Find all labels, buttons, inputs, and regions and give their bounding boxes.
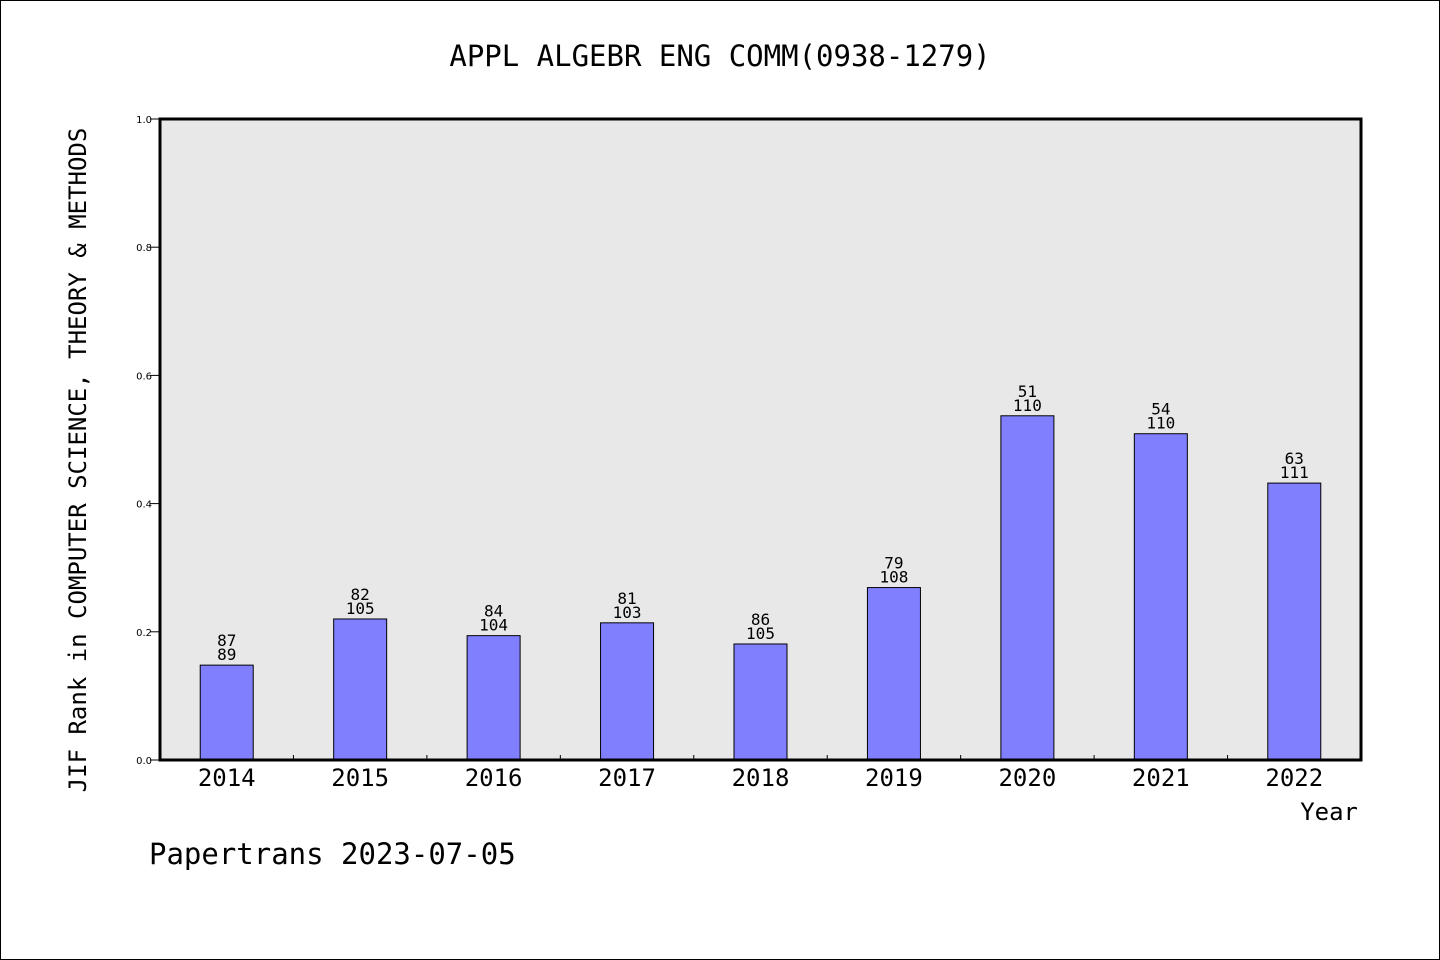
x-tick-label: 2016 — [465, 764, 523, 792]
bar-2014 — [199, 664, 254, 761]
bar-2018 — [733, 643, 788, 761]
y-tick-label: 1.0 — [136, 115, 152, 126]
chart-title: APPL ALGEBR ENG COMM(0938-1279) — [449, 39, 990, 73]
bar-2016 — [466, 635, 521, 761]
x-axis-label: Year — [1300, 798, 1358, 826]
bar-2020 — [1000, 415, 1055, 761]
bar-2019 — [866, 587, 921, 761]
bar-label-total: 105 — [346, 599, 375, 618]
bar-label-total: 105 — [746, 624, 775, 643]
x-tick-label: 2020 — [998, 764, 1056, 792]
y-tick-label: 0.6 — [136, 371, 152, 382]
bar-label-total: 108 — [879, 568, 908, 587]
x-tick-label: 2021 — [1132, 764, 1190, 792]
bar-label-rank: 81 — [617, 589, 636, 608]
bar-label-rank: 79 — [884, 554, 903, 573]
y-tick-label: 0.0 — [136, 756, 152, 767]
x-tick-label: 2019 — [865, 764, 923, 792]
bar-label-rank: 63 — [1285, 449, 1304, 468]
y-axis-label: JIF Rank in COMPUTER SCIENCE, THEORY & M… — [64, 128, 92, 793]
bar-2015 — [333, 618, 388, 761]
bar-label-total: 104 — [479, 616, 508, 635]
bar-2017 — [600, 622, 655, 761]
x-tick-label: 2017 — [598, 764, 656, 792]
bar-2022 — [1267, 482, 1322, 761]
y-tick-label: 0.4 — [136, 500, 152, 511]
bar-label-rank: 87 — [217, 631, 236, 650]
x-tick-label: 2018 — [732, 764, 790, 792]
y-axis-ticks: 0.0 0.2 0.4 0.6 0.8 1.0 — [136, 115, 160, 767]
footer-text: Papertrans 2023-07-05 — [149, 837, 516, 871]
y-tick-label: 0.8 — [136, 243, 152, 254]
bar-label-total: 89 — [217, 645, 236, 664]
y-tick-label: 0.2 — [136, 628, 152, 639]
plot-border — [158, 117, 1363, 762]
bar-label-rank: 82 — [351, 585, 370, 604]
bar-label-rank: 51 — [1018, 382, 1037, 401]
bar-label-total: 103 — [613, 603, 642, 622]
x-tick-label: 2022 — [1265, 764, 1323, 792]
bar-label-rank: 54 — [1151, 400, 1170, 419]
x-tick-label: 2015 — [331, 764, 389, 792]
bar-label-rank: 84 — [484, 602, 503, 621]
x-axis-ticks: 2014 2015 2016 2017 2018 2019 2020 2021 2022 — [198, 755, 1323, 792]
bar-2021 — [1133, 433, 1188, 761]
x-tick-label: 2014 — [198, 764, 256, 792]
bar-label-total: 110 — [1146, 414, 1175, 433]
bar-label-total: 111 — [1280, 463, 1309, 482]
bar-label-total: 110 — [1013, 396, 1042, 415]
bar-label-rank: 86 — [751, 610, 770, 629]
